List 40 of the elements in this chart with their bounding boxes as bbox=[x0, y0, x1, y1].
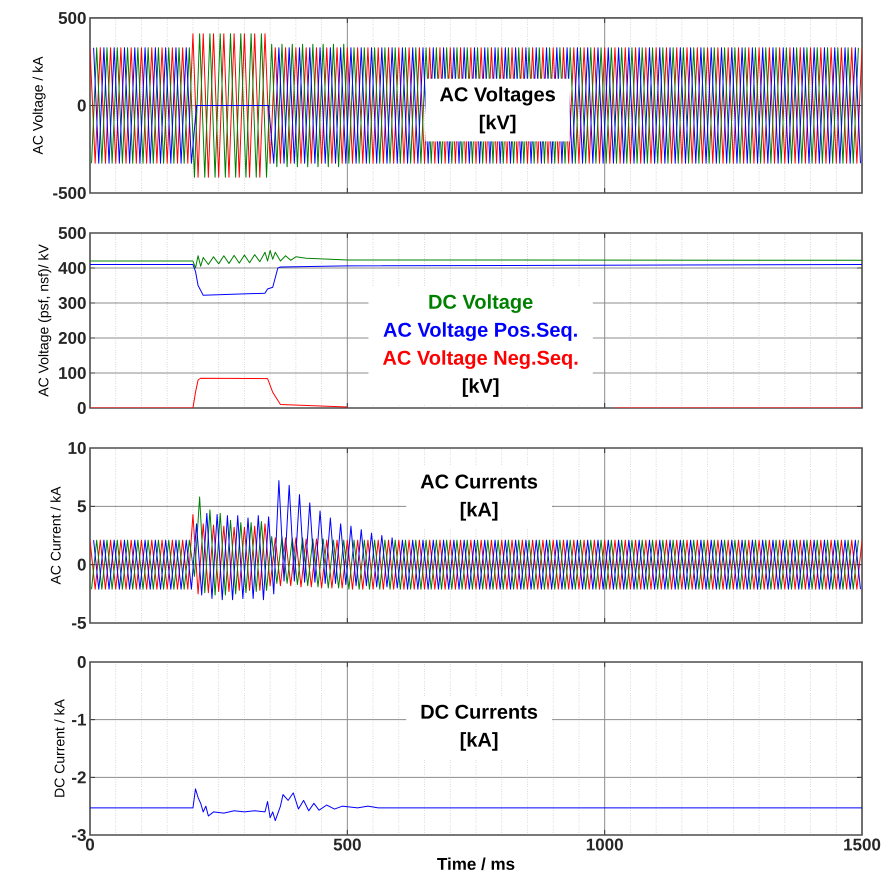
text: AC Voltages bbox=[440, 86, 555, 106]
text: DC Currents bbox=[422, 704, 538, 719]
x-tick-label: 500 bbox=[334, 838, 361, 851]
y-tick-label: 200 bbox=[58, 332, 86, 344]
text: AC Currents bbox=[420, 474, 538, 489]
annotation: [kV] bbox=[480, 114, 516, 134]
y-tick-label: 500 bbox=[58, 226, 86, 240]
y-tick-label: 400 bbox=[58, 262, 86, 274]
x-tick-label: 1000 bbox=[586, 838, 623, 851]
y-tick-label: 0 bbox=[78, 558, 86, 571]
y-tick-label: 0 bbox=[78, 656, 86, 668]
y-tick-label: 5 bbox=[78, 500, 86, 512]
y-axis-title: AC Voltage / kA bbox=[32, 56, 46, 154]
y-tick-label: 10 bbox=[68, 442, 86, 454]
x-axis-title: Time / ms bbox=[437, 857, 514, 870]
y-tick-label: -5 bbox=[72, 617, 86, 629]
y-tick-label: -3 bbox=[72, 828, 86, 842]
text: AC Voltage Neg.Seq. bbox=[382, 350, 578, 369]
line-series bbox=[90, 264, 862, 296]
y-axis-title: AC Voltage (psf, nsf)/ kV bbox=[38, 244, 52, 397]
x-tick-label: 0 bbox=[86, 838, 94, 851]
y-tick-label: 0 bbox=[78, 402, 86, 414]
text: AC Voltage Pos.Seq. bbox=[384, 322, 577, 341]
y-tick-label: 300 bbox=[58, 296, 86, 310]
y-axis-title: DC Current / kA bbox=[54, 699, 64, 797]
annotation: [kV] bbox=[462, 378, 498, 397]
line-series bbox=[90, 250, 862, 268]
line-series bbox=[90, 788, 862, 822]
annotation: [kA] bbox=[460, 502, 498, 521]
series-label: DC Voltage bbox=[429, 294, 533, 313]
y-axis-title: AC Current / kA bbox=[50, 486, 61, 584]
x-tick-label: 1500 bbox=[844, 838, 880, 851]
line-series bbox=[91, 496, 859, 596]
annotation: [kA] bbox=[460, 732, 498, 751]
y-tick-label: 500 bbox=[58, 12, 86, 24]
y-tick-label: 100 bbox=[59, 366, 86, 380]
y-tick-label: -500 bbox=[53, 186, 86, 200]
y-tick-label: -1 bbox=[72, 714, 86, 726]
y-tick-label: 0 bbox=[78, 99, 86, 112]
y-tick-label: -2 bbox=[72, 771, 86, 784]
